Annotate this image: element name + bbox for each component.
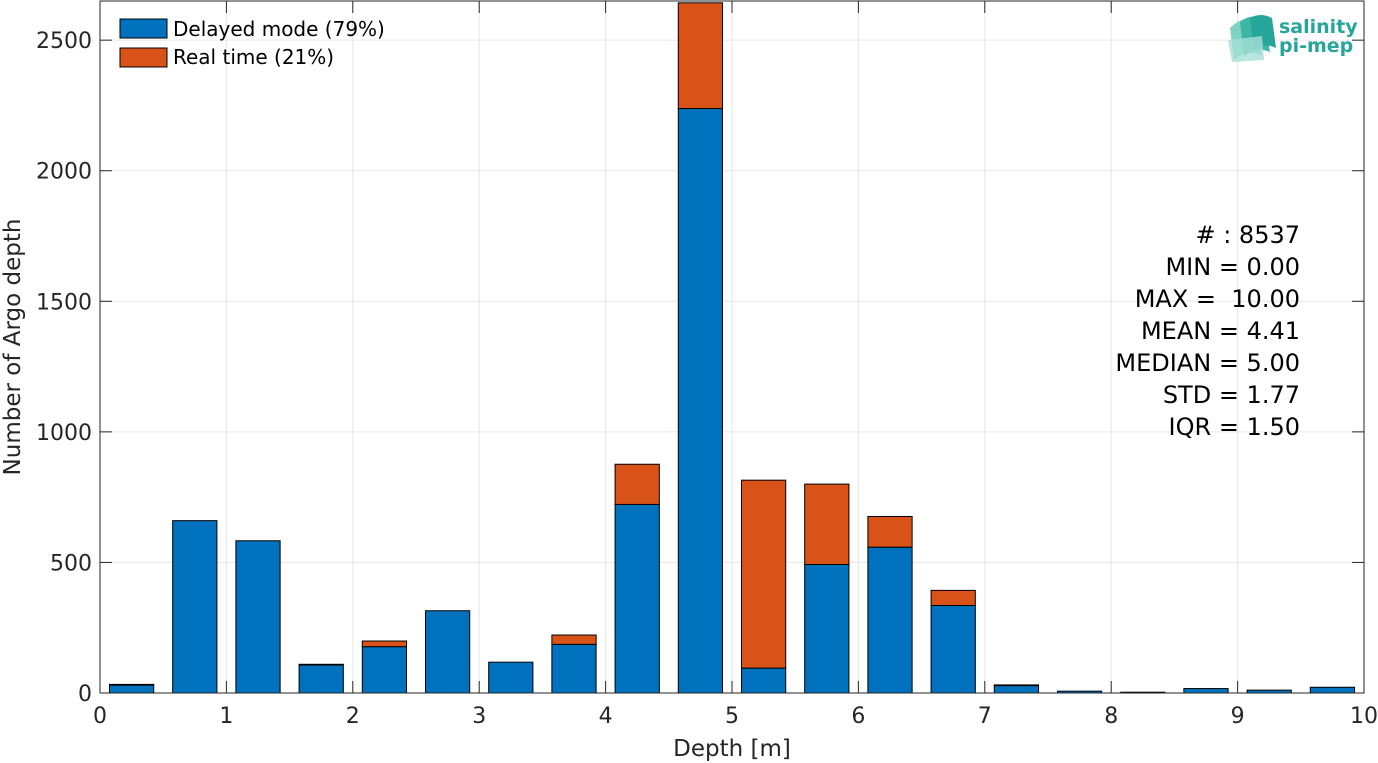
legend-label-delayed: Delayed mode (79%) bbox=[173, 17, 385, 41]
ticks bbox=[99, 1, 1365, 694]
x-tick-label: 9 bbox=[1231, 704, 1245, 729]
legend-swatch-realtime bbox=[119, 47, 168, 68]
x-tick-label: 10 bbox=[1350, 704, 1378, 729]
y-tick-label: 0 bbox=[78, 682, 92, 707]
bar-realtime bbox=[867, 515, 913, 548]
y-axis-label: Number of Argo depth bbox=[0, 219, 26, 476]
y-tick-label: 500 bbox=[50, 551, 92, 576]
x-tick-label: 2 bbox=[346, 704, 360, 729]
bar-realtime bbox=[361, 640, 408, 648]
y-tick-label: 1500 bbox=[36, 290, 92, 315]
logo-text-line2: pi-mep bbox=[1279, 35, 1353, 57]
salinity-pimep-logo: salinity pi-mep bbox=[1228, 15, 1358, 62]
bar-delayed bbox=[551, 643, 597, 694]
stats-annotation: # : 8537 MIN = 0.00 MAX = 10.00 MEAN = 4… bbox=[1115, 221, 1300, 441]
y-tick-label: 2000 bbox=[36, 160, 92, 185]
bar-delayed bbox=[424, 610, 471, 694]
bar-delayed bbox=[614, 503, 660, 694]
legend-swatch-delayed bbox=[119, 18, 168, 39]
bars bbox=[108, 2, 1356, 694]
stats-median: MEDIAN = 5.00 bbox=[1115, 349, 1300, 377]
stats-count: # : 8537 bbox=[1195, 221, 1300, 249]
x-tick-label: 8 bbox=[1104, 704, 1118, 729]
bar-delayed bbox=[108, 684, 155, 694]
logo-text-line1: salinity bbox=[1279, 16, 1358, 38]
x-tick-labels: 0 1 2 3 4 5 6 7 8 9 10 bbox=[93, 704, 1378, 729]
bar-delayed bbox=[867, 546, 913, 694]
bar-delayed bbox=[740, 667, 787, 694]
bar-delayed bbox=[361, 646, 408, 694]
bar-realtime bbox=[930, 589, 976, 607]
bar-delayed bbox=[677, 108, 724, 694]
bar-realtime bbox=[804, 483, 850, 566]
bar-delayed bbox=[993, 685, 1040, 694]
bar-delayed bbox=[235, 540, 281, 694]
stats-mean: MEAN = 4.41 bbox=[1141, 317, 1300, 345]
bar-delayed bbox=[930, 605, 976, 694]
stats-std: STD = 1.77 bbox=[1163, 381, 1300, 409]
x-tick-label: 0 bbox=[93, 704, 107, 729]
bar-realtime bbox=[551, 634, 597, 645]
bar-delayed bbox=[488, 661, 534, 694]
bar-delayed bbox=[804, 564, 850, 694]
stats-iqr: IQR = 1.50 bbox=[1169, 413, 1300, 441]
bar-delayed bbox=[172, 520, 218, 694]
bar-delayed bbox=[298, 664, 344, 694]
bar-delayed bbox=[1183, 688, 1229, 694]
stats-min: MIN = 0.00 bbox=[1165, 253, 1300, 281]
legend: Delayed mode (79%) Real time (21%) bbox=[119, 17, 385, 69]
logo-wave-icon bbox=[1228, 15, 1276, 62]
y-tick-label: 2500 bbox=[36, 29, 92, 54]
y-tick-label: 1000 bbox=[36, 421, 92, 446]
x-tick-label: 6 bbox=[851, 704, 865, 729]
x-tick-label: 7 bbox=[978, 704, 992, 729]
x-axis-label: Depth [m] bbox=[673, 736, 791, 762]
stats-max: MAX = 10.00 bbox=[1135, 285, 1300, 313]
x-tick-label: 1 bbox=[219, 704, 233, 729]
x-tick-label: 4 bbox=[599, 704, 613, 729]
bar-realtime bbox=[740, 479, 787, 669]
y-tick-labels: 0 500 1000 1500 2000 2500 bbox=[36, 29, 92, 707]
bar-realtime bbox=[677, 2, 724, 110]
x-tick-label: 3 bbox=[472, 704, 486, 729]
bar-delayed bbox=[1309, 686, 1356, 694]
x-tick-label: 5 bbox=[725, 704, 739, 729]
bar-realtime bbox=[614, 463, 660, 505]
legend-label-realtime: Real time (21%) bbox=[173, 45, 334, 69]
